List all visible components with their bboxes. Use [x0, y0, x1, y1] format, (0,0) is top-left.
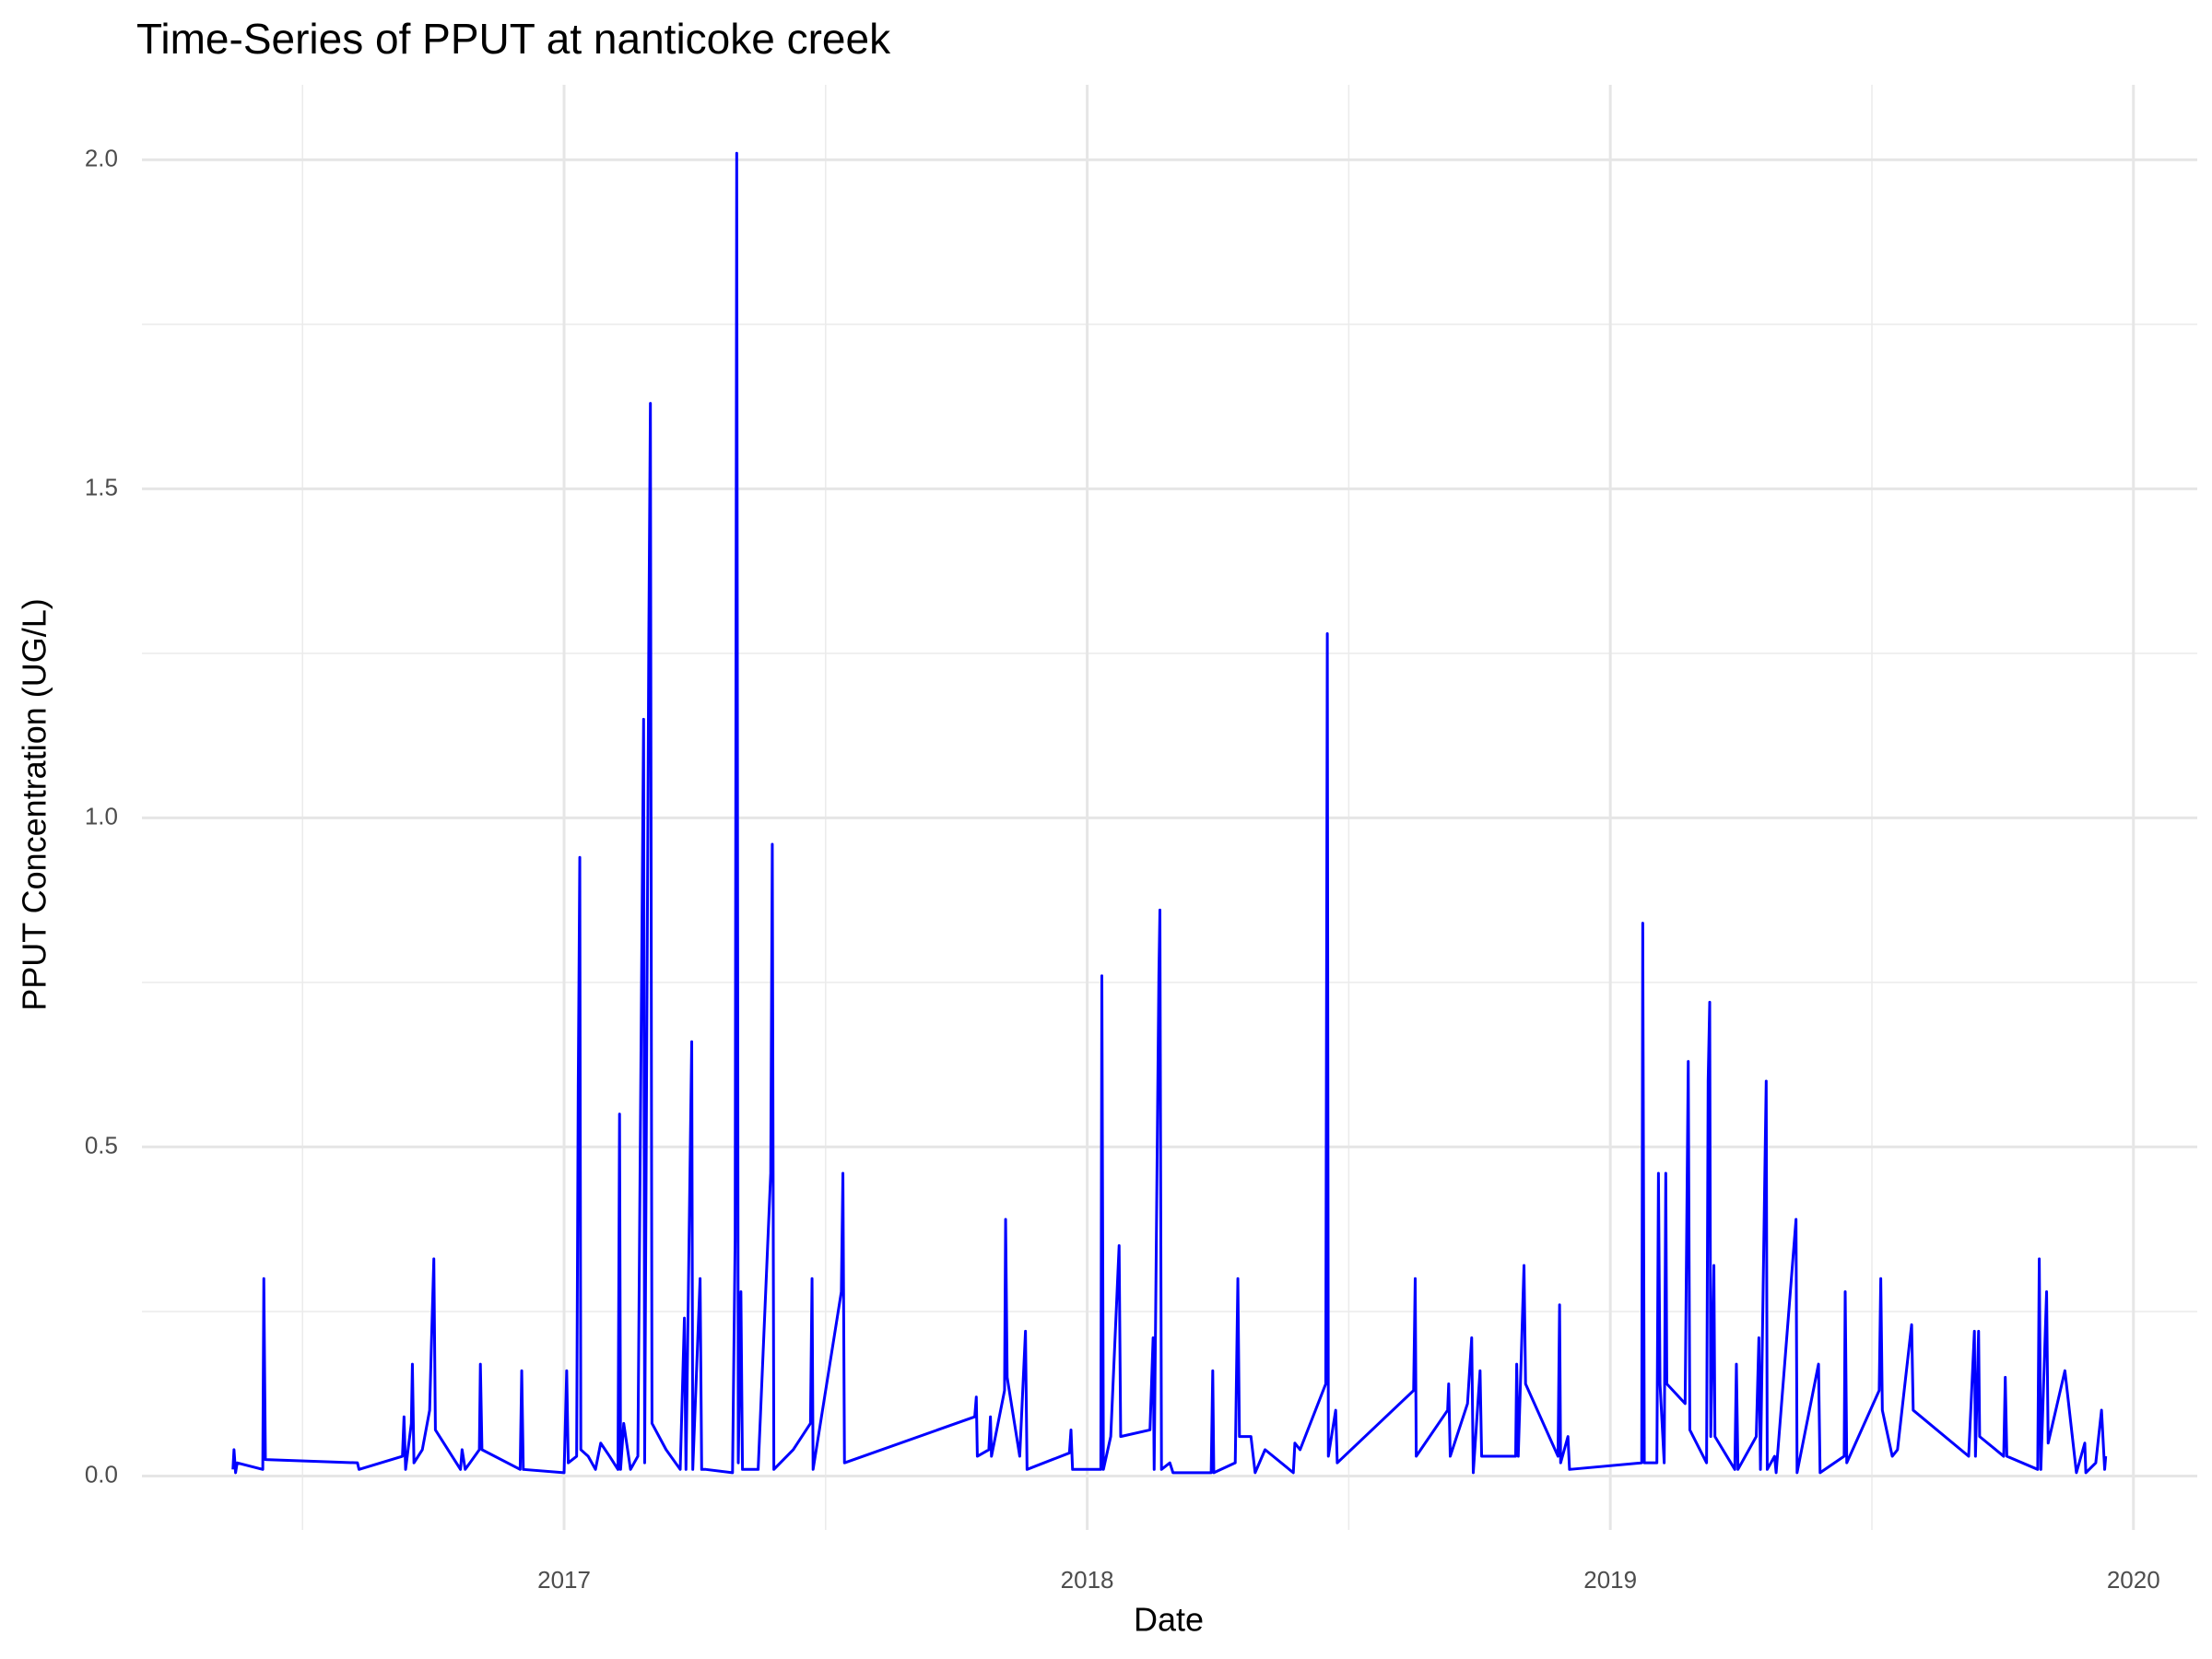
y-tick-label: 1.0: [85, 802, 118, 830]
x-tick-label: 2017: [537, 1566, 591, 1594]
grid: [142, 85, 2197, 1530]
x-tick-label: 2020: [2107, 1566, 2160, 1594]
y-tick-label: 0.0: [85, 1460, 118, 1488]
x-tick-label: 2018: [1061, 1566, 1114, 1594]
chart-title: Time-Series of PPUT at nanticoke creek: [136, 15, 891, 63]
y-axis-title: PPUT Concentration (UG/L): [16, 598, 53, 1011]
y-tick-label: 2.0: [85, 144, 118, 171]
x-axis-title: Date: [1134, 1601, 1204, 1639]
data-line: [231, 151, 2108, 1475]
y-tick-label: 0.5: [85, 1131, 118, 1159]
plot: [231, 151, 2108, 1475]
y-tick-label: 1.5: [85, 473, 118, 500]
x-tick-label: 2019: [1583, 1566, 1637, 1594]
